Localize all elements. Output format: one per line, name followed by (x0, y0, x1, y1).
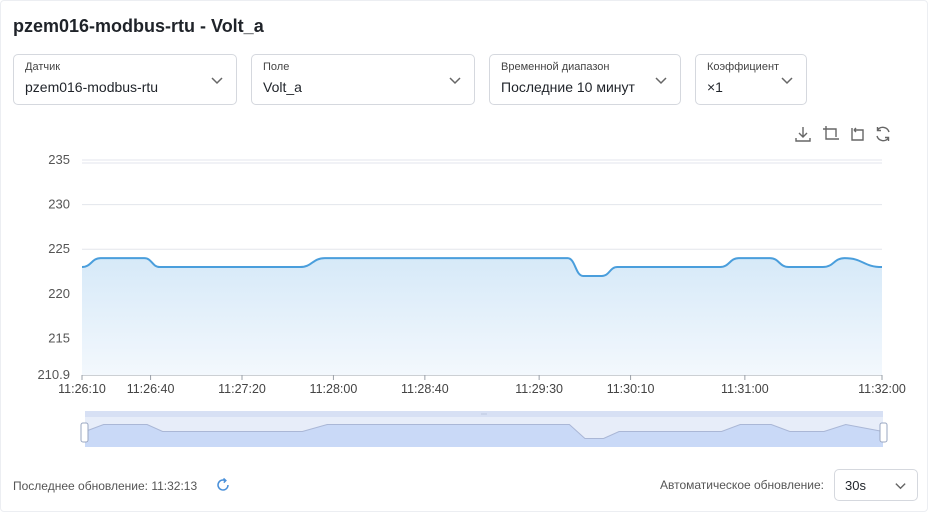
download-icon[interactable] (794, 125, 812, 143)
sensor-select[interactable]: Датчик pzem016-modbus-rtu (13, 54, 237, 105)
mini-series-area (85, 424, 883, 447)
x-tick-label: 11:31:00 (721, 382, 769, 396)
page-title: pzem016-modbus-rtu - Volt_a (13, 16, 264, 36)
zoom-grip-icon: ⋯ (481, 412, 487, 418)
chevron-down-icon (449, 77, 461, 85)
time-range-select[interactable]: Временной диапазон Последние 10 минут (489, 54, 681, 105)
restore-icon[interactable] (874, 125, 892, 143)
auto-update-interval-select[interactable]: 30s (834, 469, 918, 501)
x-tick-label: 11:26:10 (58, 382, 106, 396)
sensor-select-label: Датчик (25, 61, 61, 73)
field-select[interactable]: Поле Volt_a (251, 54, 475, 105)
x-tick-label: 11:32:00 (858, 382, 906, 396)
zoom-slider[interactable]: ⋯ (80, 411, 888, 447)
zoom-handle-right[interactable] (879, 422, 888, 443)
mini-series-line (84, 423, 884, 439)
x-tick-label: 11:27:20 (218, 382, 266, 396)
y-tick-label: 230 (48, 197, 70, 212)
chevron-down-icon (781, 77, 793, 85)
x-tick-label: 11:30:10 (607, 382, 655, 396)
crop-icon[interactable] (822, 125, 840, 143)
x-tick-label: 11:28:00 (310, 382, 358, 396)
y-tick-label: 225 (48, 241, 70, 256)
y-tick-label: 210.9 (37, 367, 70, 382)
y-tick-label: 220 (48, 286, 70, 301)
voltage-chart[interactable]: 235 230 225 220 215 210.9 11:26:10 11:26:40 11:… (0, 0, 928, 470)
series-line (81, 257, 883, 277)
y-tick-label: 215 (48, 330, 70, 345)
coefficient-select-value: ×1 (707, 79, 723, 95)
series-area (82, 258, 882, 375)
chart-toolbar (792, 125, 896, 145)
field-select-value: Volt_a (263, 79, 302, 95)
sensor-select-value: pzem016-modbus-rtu (25, 79, 159, 95)
x-tick-label: 11:28:40 (401, 382, 449, 396)
refresh-icon[interactable] (215, 477, 231, 493)
auto-update-label: Автоматическое обновление: (660, 478, 824, 492)
x-tick-label: 11:26:40 (127, 382, 175, 396)
chevron-down-icon (211, 77, 223, 85)
last-update-text: Последнее обновление: 11:32:13 (13, 479, 198, 493)
coefficient-select-label: Коэффициент (707, 61, 780, 73)
x-tick-label: 11:29:30 (515, 382, 563, 396)
chevron-down-icon (895, 483, 906, 490)
chevron-down-icon (655, 77, 667, 85)
zoom-bar[interactable] (85, 411, 883, 417)
interval-value: 30s (845, 478, 866, 493)
time-range-select-value: Последние 10 минут (501, 79, 635, 95)
field-select-label: Поле (263, 61, 290, 73)
y-tick-label: 235 (48, 152, 70, 167)
undo-crop-icon[interactable] (848, 125, 866, 143)
time-range-select-label: Временной диапазон (501, 61, 610, 73)
zoom-handle-left[interactable] (80, 422, 89, 443)
coefficient-select[interactable]: Коэффициент ×1 (695, 54, 807, 105)
